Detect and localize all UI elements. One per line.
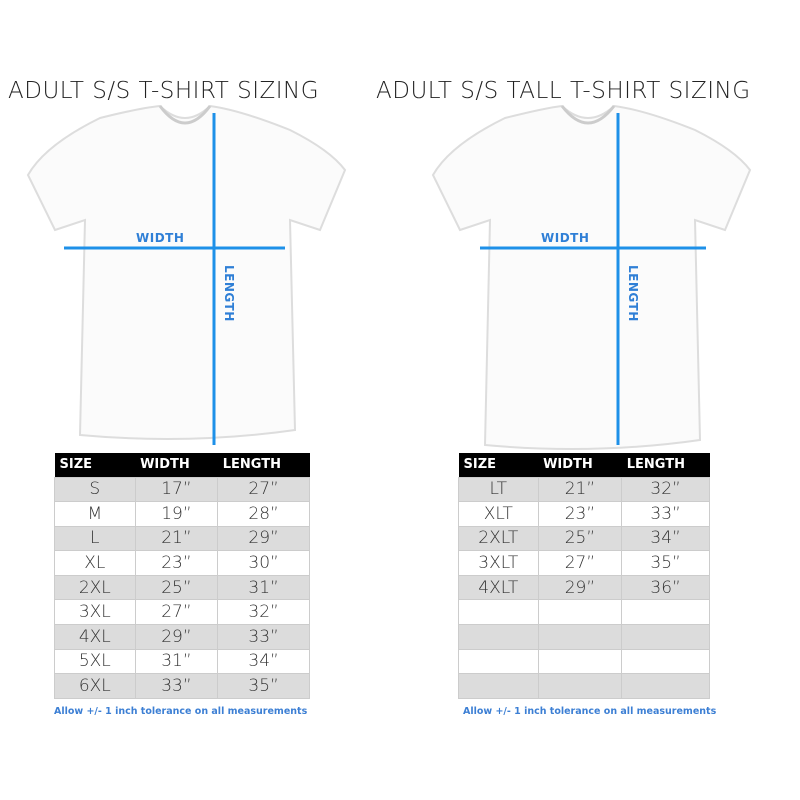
table-cell: 31” — [217, 574, 310, 601]
table-header: SIZE WIDTH LENGTH — [54, 453, 310, 477]
table-cell: 35” — [217, 673, 310, 699]
table-row: M 19” 28” — [54, 501, 310, 527]
table-cell: 21” — [537, 476, 623, 503]
column-header: WIDTH — [135, 453, 218, 477]
table-row: L 21” 29” — [54, 525, 310, 552]
table-cell: 29” — [134, 624, 219, 650]
length-label: LENGTH — [222, 265, 236, 322]
column-header: LENGTH — [621, 453, 710, 477]
table-cell: 2XL — [54, 574, 136, 601]
size-table-left: SIZE WIDTH LENGTH S 17” 27” M 19” 28” L 21” 29” XL 23… — [54, 453, 310, 699]
tshirt-image-right — [431, 104, 752, 450]
table-cell — [621, 673, 710, 699]
table-cell — [537, 648, 623, 675]
table-row — [458, 624, 710, 650]
table-cell: 23” — [537, 501, 623, 527]
table-cell: 23” — [134, 550, 219, 576]
table-row: 3XL 27” 32” — [54, 599, 310, 626]
table-cell: 32” — [217, 599, 310, 626]
tolerance-note: Allow +/- 1 inch tolerance on all measur… — [54, 706, 308, 717]
table-cell — [458, 624, 539, 650]
width-label: WIDTH — [541, 231, 590, 245]
table-cell: 2XLT — [458, 525, 539, 552]
table-cell: 34” — [621, 525, 710, 552]
table-row: 3XLT 27” 35” — [458, 550, 710, 576]
table-cell: 27” — [134, 599, 219, 626]
table-cell: 25” — [134, 574, 219, 601]
table-row: 5XL 31” 34” — [54, 648, 310, 675]
right-title: ADULT S/S TALL T-SHIRT SIZING — [376, 78, 751, 104]
table-cell: 29” — [217, 525, 310, 552]
table-cell: 19” — [134, 501, 219, 527]
table-cell: 27” — [217, 476, 310, 503]
table-cell — [537, 624, 623, 650]
table-cell: 25” — [537, 525, 623, 552]
table-cell: LT — [458, 476, 539, 503]
column-header: LENGTH — [217, 453, 310, 477]
size-table-right: SIZE WIDTH LENGTH LT 21” 32” XLT 23” 33” 2XLT 25” 3… — [458, 453, 710, 699]
table-cell: 36” — [621, 574, 710, 601]
table-cell: M — [54, 501, 136, 527]
table-cell — [458, 673, 539, 699]
table-row: XL 23” 30” — [54, 550, 310, 576]
table-row: S 17” 27” — [54, 476, 310, 503]
table-cell: 35” — [621, 550, 710, 576]
table-cell: 32” — [621, 476, 710, 503]
table-cell: 30” — [217, 550, 310, 576]
table-cell — [458, 599, 539, 626]
table-cell — [458, 648, 539, 675]
table-cell: 29” — [537, 574, 623, 601]
table-row: LT 21” 32” — [458, 476, 710, 503]
table-cell: 3XLT — [458, 550, 539, 576]
left-title: ADULT S/S T-SHIRT SIZING — [8, 78, 320, 104]
table-cell: XLT — [458, 501, 539, 527]
table-cell — [537, 673, 623, 699]
table-cell: 17” — [134, 476, 219, 503]
column-header: SIZE — [458, 453, 539, 477]
table-cell: 27” — [537, 550, 623, 576]
table-row: 4XLT 29” 36” — [458, 574, 710, 601]
table-cell: 4XLT — [458, 574, 539, 601]
table-cell — [621, 599, 710, 626]
table-cell: L — [54, 525, 136, 552]
table-row: XLT 23” 33” — [458, 501, 710, 527]
tshirt-image-left — [26, 104, 347, 445]
table-cell: 4XL — [54, 624, 136, 650]
table-cell: S — [54, 476, 136, 503]
table-cell — [537, 599, 623, 626]
table-cell: 31” — [134, 648, 219, 675]
column-header: SIZE — [54, 453, 136, 477]
table-cell: 33” — [621, 501, 710, 527]
column-header: WIDTH — [538, 453, 622, 477]
table-row: 4XL 29” 33” — [54, 624, 310, 650]
table-row: 6XL 33” 35” — [54, 673, 310, 699]
table-cell — [621, 648, 710, 675]
tolerance-note: Allow +/- 1 inch tolerance on all measur… — [463, 706, 717, 717]
table-cell: XL — [54, 550, 136, 576]
length-label: LENGTH — [626, 265, 640, 322]
table-row: 2XL 25” 31” — [54, 574, 310, 601]
table-cell: 5XL — [54, 648, 136, 675]
table-cell: 28” — [217, 501, 310, 527]
table-row — [458, 599, 710, 626]
table-cell: 33” — [134, 673, 219, 699]
table-header: SIZE WIDTH LENGTH — [458, 453, 710, 477]
table-cell: 3XL — [54, 599, 136, 626]
table-cell: 33” — [217, 624, 310, 650]
table-row: 2XLT 25” 34” — [458, 525, 710, 552]
table-cell: 34” — [217, 648, 310, 675]
width-label: WIDTH — [136, 231, 185, 245]
table-row — [458, 648, 710, 675]
table-cell: 21” — [134, 525, 219, 552]
table-cell: 6XL — [54, 673, 136, 699]
table-cell — [621, 624, 710, 650]
table-row — [458, 673, 710, 699]
